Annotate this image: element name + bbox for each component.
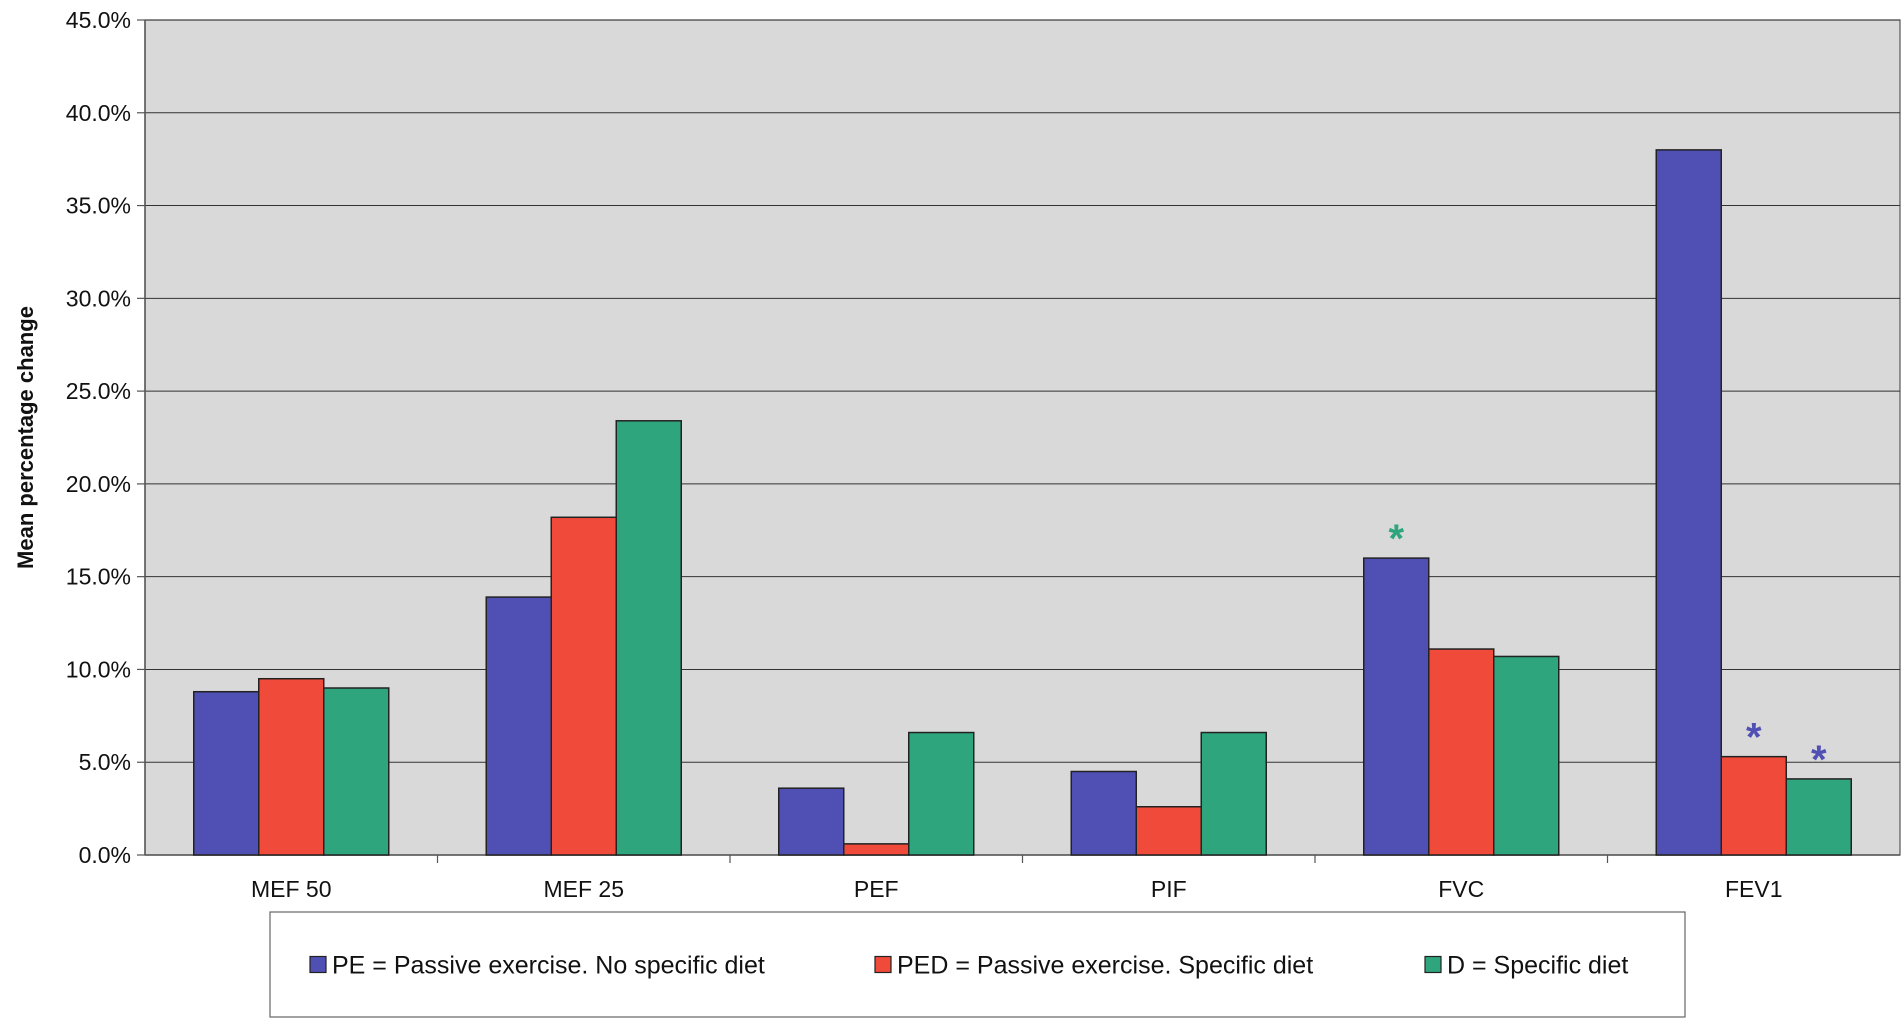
y-tick-label: 40.0% — [66, 100, 131, 126]
bar-1-0 — [258, 677, 325, 856]
bar-2-3 — [1200, 731, 1267, 856]
bar-1-1 — [550, 516, 617, 856]
bar-1-2 — [843, 843, 910, 856]
bar-0-5 — [1655, 149, 1722, 856]
bar-0-0 — [193, 690, 260, 856]
bar-2-4 — [1493, 655, 1560, 856]
bar-2-2 — [908, 731, 975, 856]
legend-label-1: PED = Passive exercise. Specific diet — [897, 952, 1313, 980]
legend-swatch-0 — [309, 955, 327, 974]
bar-1-5 — [1720, 755, 1787, 856]
legend — [269, 911, 1686, 1018]
x-tick-label: MEF 50 — [251, 876, 332, 902]
legend-swatch-2 — [1424, 955, 1442, 974]
y-tick-label: 15.0% — [66, 564, 131, 590]
y-tick-label: 45.0% — [66, 7, 131, 33]
y-tick-label: 10.0% — [66, 656, 131, 682]
bar-1-4 — [1428, 648, 1495, 856]
bar-0-4 — [1363, 557, 1430, 856]
x-tick-label: FEV1 — [1725, 876, 1783, 902]
bar-2-1 — [615, 420, 682, 856]
y-tick-label: 35.0% — [66, 193, 131, 219]
bar-0-1 — [485, 596, 552, 856]
x-tick-label: PIF — [1151, 876, 1187, 902]
bar-2-5 — [1785, 778, 1852, 856]
bar-0-2 — [778, 787, 845, 856]
y-tick-label: 25.0% — [66, 378, 131, 404]
significance-asterisk: * — [1388, 517, 1404, 561]
bar-0-3 — [1070, 770, 1137, 856]
y-tick-label: 30.0% — [66, 285, 131, 311]
plot-area — [144, 19, 1901, 856]
bar-2-0 — [323, 687, 390, 856]
x-tick-label: FVC — [1438, 876, 1484, 902]
y-tick-label: 5.0% — [79, 749, 131, 775]
legend-label-0: PE = Passive exercise. No specific diet — [332, 952, 765, 980]
significance-asterisk: * — [1746, 716, 1762, 760]
x-tick-label: PEF — [854, 876, 899, 902]
significance-asterisk: * — [1811, 738, 1827, 782]
y-tick-label: 20.0% — [66, 471, 131, 497]
bar-1-3 — [1135, 806, 1202, 856]
legend-label-2: D = Specific diet — [1447, 952, 1628, 980]
legend-swatch-1 — [874, 955, 892, 974]
x-tick-label: MEF 25 — [543, 876, 624, 902]
y-axis-label: Mean percentage change — [13, 306, 38, 569]
y-tick-label: 0.0% — [79, 842, 131, 868]
